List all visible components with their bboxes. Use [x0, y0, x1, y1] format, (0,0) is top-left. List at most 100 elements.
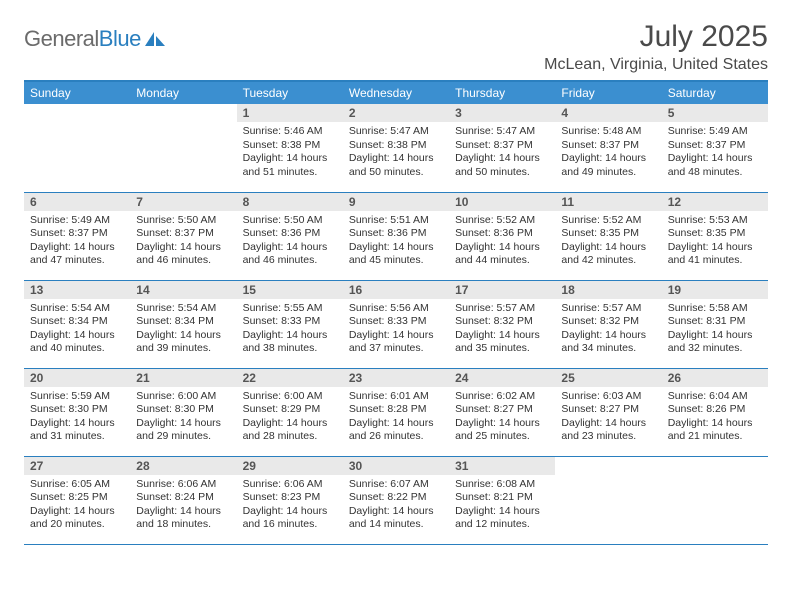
- calendar-day-cell: 5Sunrise: 5:49 AMSunset: 8:37 PMDaylight…: [662, 104, 768, 192]
- sunset-line: Sunset: 8:38 PM: [243, 139, 337, 153]
- daylight-line: Daylight: 14 hours and 12 minutes.: [455, 505, 549, 532]
- daylight-line: Daylight: 14 hours and 42 minutes.: [561, 241, 655, 268]
- daylight-line: Daylight: 14 hours and 31 minutes.: [30, 417, 124, 444]
- sunrise-line: Sunrise: 5:56 AM: [349, 302, 443, 316]
- day-number: [24, 104, 130, 122]
- daylight-line: Daylight: 14 hours and 39 minutes.: [136, 329, 230, 356]
- calendar-day-cell: 15Sunrise: 5:55 AMSunset: 8:33 PMDayligh…: [237, 280, 343, 368]
- sunrise-line: Sunrise: 6:00 AM: [243, 390, 337, 404]
- daylight-line: Daylight: 14 hours and 51 minutes.: [243, 152, 337, 179]
- day-number: 7: [130, 193, 236, 211]
- daylight-line: Daylight: 14 hours and 40 minutes.: [30, 329, 124, 356]
- sunrise-line: Sunrise: 5:53 AM: [668, 214, 762, 228]
- day-details: Sunrise: 6:05 AMSunset: 8:25 PMDaylight:…: [24, 475, 130, 537]
- calendar-day-cell: 6Sunrise: 5:49 AMSunset: 8:37 PMDaylight…: [24, 192, 130, 280]
- day-number: 4: [555, 104, 661, 122]
- day-details: Sunrise: 5:55 AMSunset: 8:33 PMDaylight:…: [237, 299, 343, 361]
- daylight-line: Daylight: 14 hours and 47 minutes.: [30, 241, 124, 268]
- sunrise-line: Sunrise: 6:05 AM: [30, 478, 124, 492]
- day-number: 13: [24, 281, 130, 299]
- calendar-body: 1Sunrise: 5:46 AMSunset: 8:38 PMDaylight…: [24, 104, 768, 544]
- day-number: 28: [130, 457, 236, 475]
- calendar-day-cell: 17Sunrise: 5:57 AMSunset: 8:32 PMDayligh…: [449, 280, 555, 368]
- sunset-line: Sunset: 8:26 PM: [668, 403, 762, 417]
- calendar-day-cell: 21Sunrise: 6:00 AMSunset: 8:30 PMDayligh…: [130, 368, 236, 456]
- day-number: 27: [24, 457, 130, 475]
- calendar-day-cell: 18Sunrise: 5:57 AMSunset: 8:32 PMDayligh…: [555, 280, 661, 368]
- weekday-header: Saturday: [662, 81, 768, 104]
- sunset-line: Sunset: 8:34 PM: [136, 315, 230, 329]
- calendar-day-cell: 12Sunrise: 5:53 AMSunset: 8:35 PMDayligh…: [662, 192, 768, 280]
- daylight-line: Daylight: 14 hours and 34 minutes.: [561, 329, 655, 356]
- day-details: Sunrise: 5:54 AMSunset: 8:34 PMDaylight:…: [24, 299, 130, 361]
- day-number: 23: [343, 369, 449, 387]
- sunset-line: Sunset: 8:23 PM: [243, 491, 337, 505]
- day-details: Sunrise: 6:07 AMSunset: 8:22 PMDaylight:…: [343, 475, 449, 537]
- day-details: Sunrise: 6:06 AMSunset: 8:23 PMDaylight:…: [237, 475, 343, 537]
- sunrise-line: Sunrise: 5:57 AM: [561, 302, 655, 316]
- calendar-day-cell: 14Sunrise: 5:54 AMSunset: 8:34 PMDayligh…: [130, 280, 236, 368]
- day-details: Sunrise: 5:47 AMSunset: 8:38 PMDaylight:…: [343, 122, 449, 184]
- sails-icon: [143, 30, 167, 48]
- day-number: 8: [237, 193, 343, 211]
- day-number: 30: [343, 457, 449, 475]
- sunrise-line: Sunrise: 6:07 AM: [349, 478, 443, 492]
- sunrise-line: Sunrise: 6:08 AM: [455, 478, 549, 492]
- calendar-day-cell: 20Sunrise: 5:59 AMSunset: 8:30 PMDayligh…: [24, 368, 130, 456]
- day-details: Sunrise: 5:58 AMSunset: 8:31 PMDaylight:…: [662, 299, 768, 361]
- day-number: 9: [343, 193, 449, 211]
- calendar-day-cell: 19Sunrise: 5:58 AMSunset: 8:31 PMDayligh…: [662, 280, 768, 368]
- day-number: 17: [449, 281, 555, 299]
- weekday-header: Thursday: [449, 81, 555, 104]
- calendar-day-cell: 31Sunrise: 6:08 AMSunset: 8:21 PMDayligh…: [449, 456, 555, 544]
- daylight-line: Daylight: 14 hours and 23 minutes.: [561, 417, 655, 444]
- day-number: 26: [662, 369, 768, 387]
- calendar-day-cell: 23Sunrise: 6:01 AMSunset: 8:28 PMDayligh…: [343, 368, 449, 456]
- calendar-day-cell: 27Sunrise: 6:05 AMSunset: 8:25 PMDayligh…: [24, 456, 130, 544]
- day-number: 16: [343, 281, 449, 299]
- sunset-line: Sunset: 8:37 PM: [561, 139, 655, 153]
- sunrise-line: Sunrise: 6:02 AM: [455, 390, 549, 404]
- day-details: Sunrise: 5:47 AMSunset: 8:37 PMDaylight:…: [449, 122, 555, 184]
- weekday-header: Tuesday: [237, 81, 343, 104]
- weekday-header-row: SundayMondayTuesdayWednesdayThursdayFrid…: [24, 81, 768, 104]
- daylight-line: Daylight: 14 hours and 50 minutes.: [349, 152, 443, 179]
- daylight-line: Daylight: 14 hours and 26 minutes.: [349, 417, 443, 444]
- day-details: Sunrise: 6:08 AMSunset: 8:21 PMDaylight:…: [449, 475, 555, 537]
- calendar-day-cell: [24, 104, 130, 192]
- day-details: Sunrise: 6:04 AMSunset: 8:26 PMDaylight:…: [662, 387, 768, 449]
- calendar-week-row: 13Sunrise: 5:54 AMSunset: 8:34 PMDayligh…: [24, 280, 768, 368]
- day-details: Sunrise: 6:01 AMSunset: 8:28 PMDaylight:…: [343, 387, 449, 449]
- sunrise-line: Sunrise: 5:51 AM: [349, 214, 443, 228]
- day-details: Sunrise: 5:54 AMSunset: 8:34 PMDaylight:…: [130, 299, 236, 361]
- calendar-day-cell: 24Sunrise: 6:02 AMSunset: 8:27 PMDayligh…: [449, 368, 555, 456]
- sunrise-line: Sunrise: 5:47 AM: [455, 125, 549, 139]
- sunset-line: Sunset: 8:22 PM: [349, 491, 443, 505]
- sunset-line: Sunset: 8:33 PM: [349, 315, 443, 329]
- daylight-line: Daylight: 14 hours and 20 minutes.: [30, 505, 124, 532]
- sunset-line: Sunset: 8:33 PM: [243, 315, 337, 329]
- weekday-header: Sunday: [24, 81, 130, 104]
- day-number: 18: [555, 281, 661, 299]
- daylight-line: Daylight: 14 hours and 41 minutes.: [668, 241, 762, 268]
- logo-part2: Blue: [99, 26, 141, 51]
- sunset-line: Sunset: 8:35 PM: [561, 227, 655, 241]
- sunrise-line: Sunrise: 6:06 AM: [243, 478, 337, 492]
- sunset-line: Sunset: 8:37 PM: [136, 227, 230, 241]
- sunrise-line: Sunrise: 5:49 AM: [668, 125, 762, 139]
- day-details: Sunrise: 6:02 AMSunset: 8:27 PMDaylight:…: [449, 387, 555, 449]
- day-number: 10: [449, 193, 555, 211]
- header: GeneralBlue July 2025 McLean, Virginia, …: [24, 20, 768, 74]
- day-details: Sunrise: 5:57 AMSunset: 8:32 PMDaylight:…: [449, 299, 555, 361]
- day-number: 11: [555, 193, 661, 211]
- daylight-line: Daylight: 14 hours and 21 minutes.: [668, 417, 762, 444]
- daylight-line: Daylight: 14 hours and 14 minutes.: [349, 505, 443, 532]
- calendar-day-cell: 2Sunrise: 5:47 AMSunset: 8:38 PMDaylight…: [343, 104, 449, 192]
- calendar-day-cell: 29Sunrise: 6:06 AMSunset: 8:23 PMDayligh…: [237, 456, 343, 544]
- sunrise-line: Sunrise: 6:06 AM: [136, 478, 230, 492]
- daylight-line: Daylight: 14 hours and 50 minutes.: [455, 152, 549, 179]
- sunrise-line: Sunrise: 5:57 AM: [455, 302, 549, 316]
- calendar-day-cell: 1Sunrise: 5:46 AMSunset: 8:38 PMDaylight…: [237, 104, 343, 192]
- daylight-line: Daylight: 14 hours and 29 minutes.: [136, 417, 230, 444]
- sunset-line: Sunset: 8:38 PM: [349, 139, 443, 153]
